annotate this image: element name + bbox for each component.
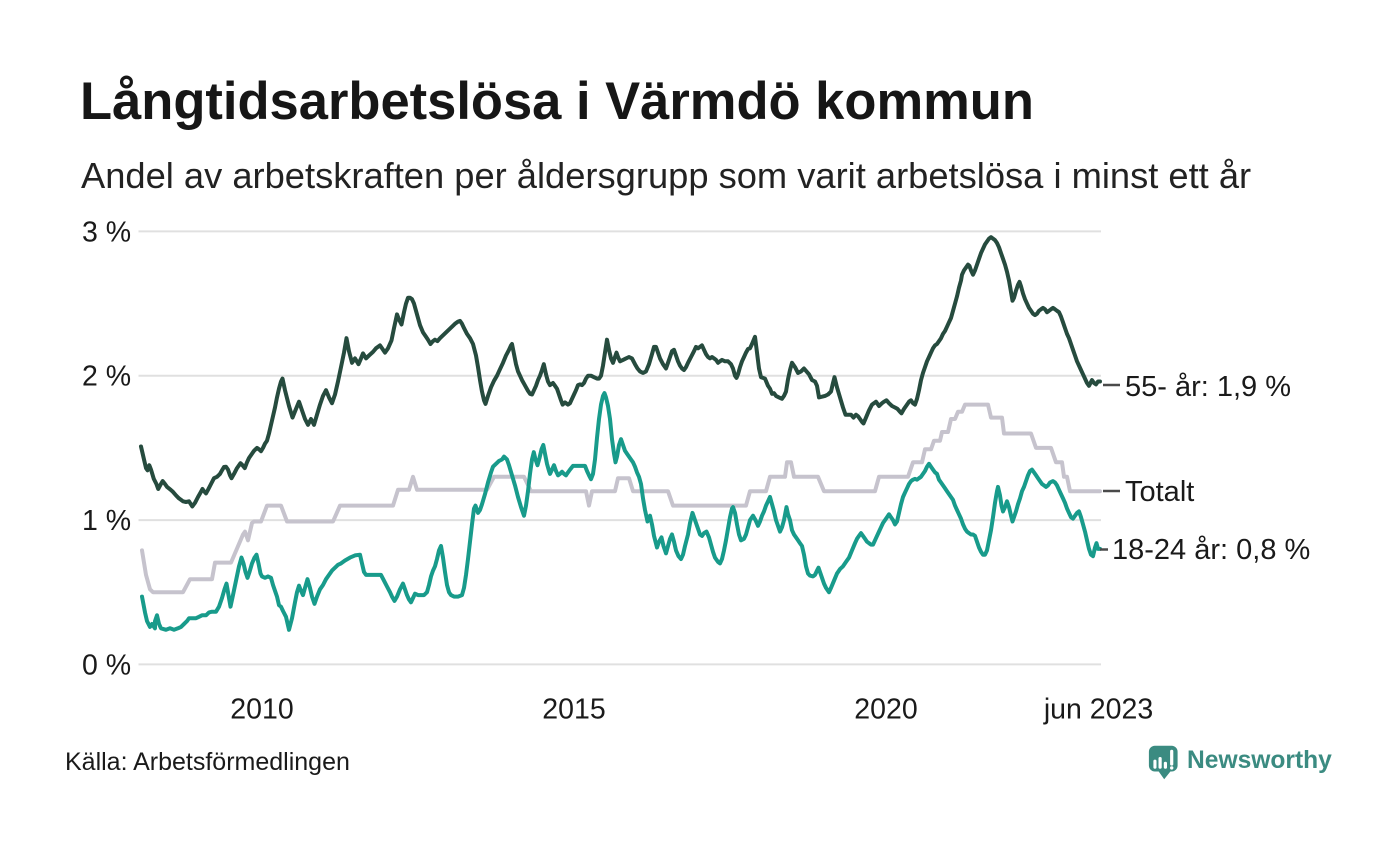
svg-text:Totalt: Totalt	[1125, 476, 1194, 508]
svg-text:3 %: 3 %	[82, 216, 131, 248]
svg-text:2 %: 2 %	[82, 361, 131, 393]
svg-text:2010: 2010	[230, 694, 293, 726]
svg-text:1 %: 1 %	[82, 505, 131, 537]
svg-text:Långtidsarbetslösa i Värmdö ko: Långtidsarbetslösa i Värmdö kommun	[80, 72, 1034, 131]
svg-text:55- år: 1,9 %: 55- år: 1,9 %	[1125, 371, 1291, 403]
svg-text:Andel av arbetskraften per åld: Andel av arbetskraften per åldersgrupp s…	[81, 155, 1251, 196]
svg-text:0 %: 0 %	[82, 649, 131, 681]
svg-text:18-24 år: 0,8 %: 18-24 år: 0,8 %	[1112, 534, 1310, 566]
svg-text:2020: 2020	[854, 694, 917, 726]
svg-text:2015: 2015	[542, 694, 605, 726]
svg-text:Newsworthy: Newsworthy	[1187, 747, 1332, 774]
svg-text:Källa: Arbetsförmedlingen: Källa: Arbetsförmedlingen	[65, 748, 350, 776]
svg-text:jun 2023: jun 2023	[1043, 694, 1153, 726]
